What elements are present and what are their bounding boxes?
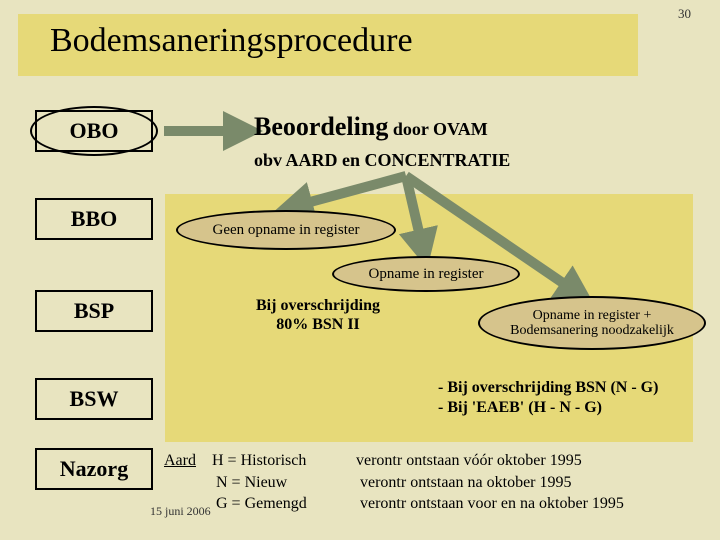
assessment-title-main: Beoordeling bbox=[254, 112, 388, 141]
box-bsw: BSW bbox=[35, 378, 153, 420]
assessment-subtitle: obv AARD en CONCENTRATIE bbox=[254, 150, 510, 171]
bsp-note: Bij overschrijding 80% BSN II bbox=[256, 296, 380, 334]
bsp-note-line1: Bij overschrijding bbox=[256, 296, 380, 315]
ellipse3-line2: Bodemsanering noodzakelijk bbox=[510, 323, 674, 338]
obo-ring-icon bbox=[30, 106, 158, 156]
ellipse-register: Opname in register bbox=[332, 256, 520, 292]
assessment-title-sub: door OVAM bbox=[388, 119, 487, 139]
legend-g-val: verontr ontstaan voor en na oktober 1995 bbox=[360, 495, 624, 512]
page-title: Bodemsaneringsprocedure bbox=[50, 22, 413, 60]
assessment-title: Beoordeling door OVAM bbox=[254, 112, 488, 142]
ellipse3-line1: Opname in register + bbox=[533, 308, 652, 323]
footer-date: 15 juni 2006 bbox=[150, 504, 211, 519]
box-bbo: BBO bbox=[35, 198, 153, 240]
legend-g-key: G = Gemengd bbox=[216, 493, 356, 515]
legend-h-key: H = Historisch bbox=[212, 450, 352, 472]
bsw-note-line1: - Bij overschrijding BSN (N - G) bbox=[438, 378, 658, 398]
legend-label: Aard bbox=[164, 452, 196, 469]
ellipse-no-register: Geen opname in register bbox=[176, 210, 396, 250]
bsp-note-line2: 80% BSN II bbox=[256, 315, 380, 334]
slide-canvas: 30 Bodemsaneringsprocedure OBO BBO BSP B… bbox=[0, 0, 720, 540]
box-nazorg: Nazorg bbox=[35, 448, 153, 490]
ellipse-register-sanering: Opname in register + Bodemsanering noodz… bbox=[478, 296, 706, 350]
slide-number: 30 bbox=[678, 6, 691, 22]
legend-block: Aard H = Historisch verontr ontstaan vóó… bbox=[164, 450, 624, 515]
box-bsp: BSP bbox=[35, 290, 153, 332]
legend-n-key: N = Nieuw bbox=[216, 472, 356, 494]
bsw-note: - Bij overschrijding BSN (N - G) - Bij '… bbox=[438, 378, 658, 418]
legend-h-val: verontr ontstaan vóór oktober 1995 bbox=[356, 452, 582, 469]
bsw-note-line2: - Bij 'EAEB' (H - N - G) bbox=[438, 398, 658, 418]
legend-n-val: verontr ontstaan na oktober 1995 bbox=[360, 474, 572, 491]
